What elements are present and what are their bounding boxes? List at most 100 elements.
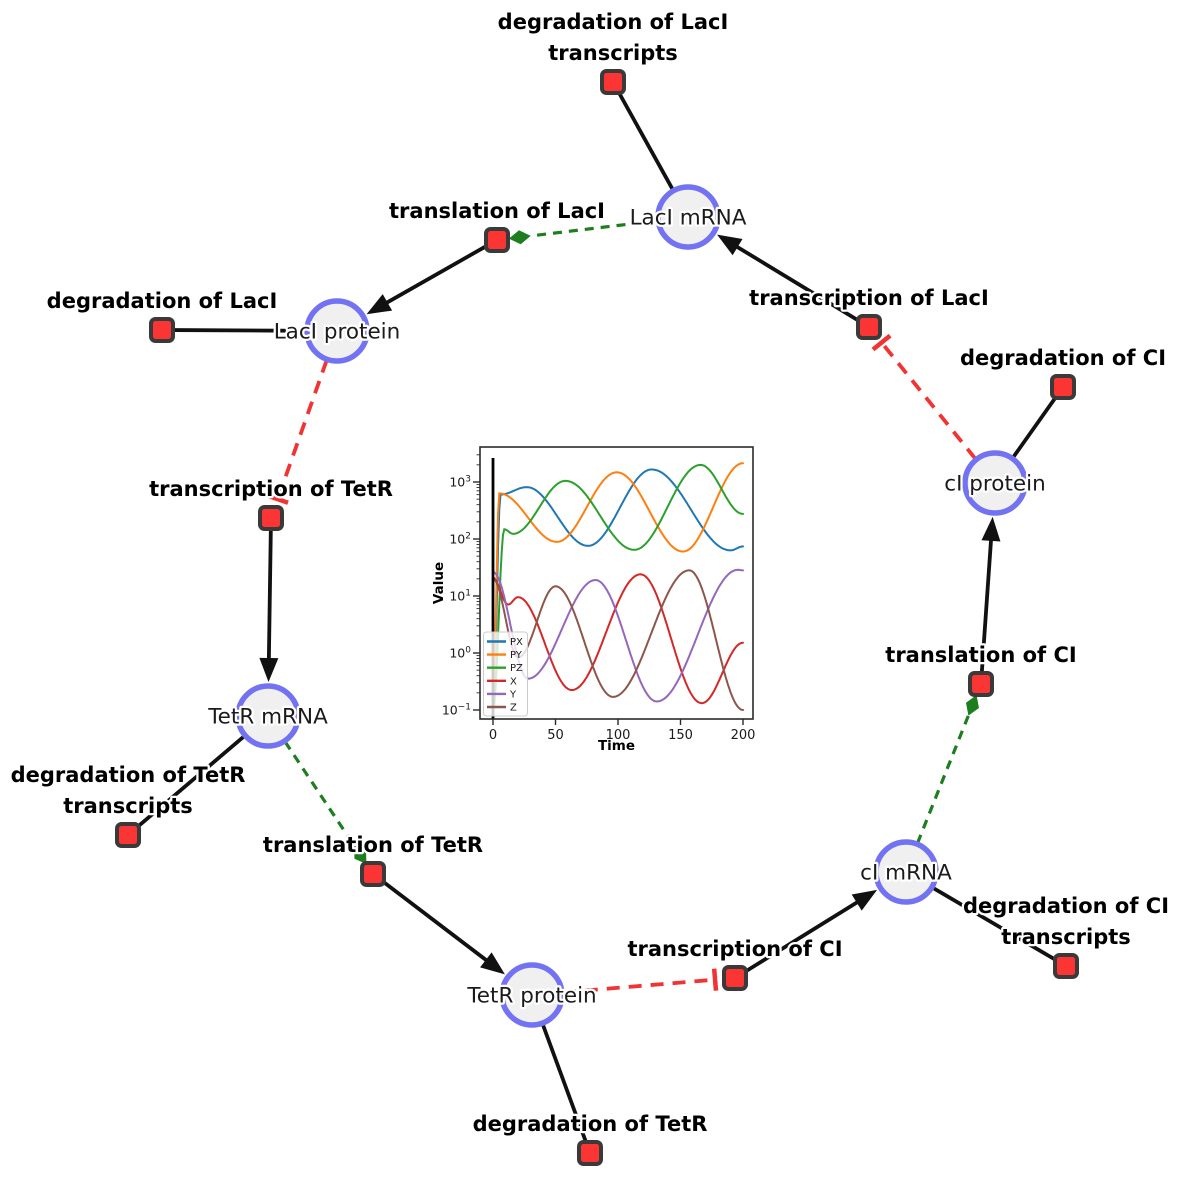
reaction-label-deg_tetr_tx: degradation of TetR transcripts xyxy=(8,761,247,821)
edge-production-txn_tetr-tetr_mrna xyxy=(259,529,279,683)
diamond-arrowhead-icon xyxy=(508,230,531,245)
reaction-label-txn_tetr: transcription of TetR xyxy=(147,475,395,504)
axes-spines xyxy=(479,446,754,720)
legend-label: PX xyxy=(510,637,523,648)
edge-consumption-ci_protein-deg_ci xyxy=(1011,395,1058,459)
edge-modifier-laci_mrna-transl_laci xyxy=(508,219,658,245)
edge-production-txn_ci-ci_mrna xyxy=(744,889,878,974)
edge-consumption-tetr_mrna-deg_tetr_tx xyxy=(135,734,246,829)
chart-legend: PX PY PZ XYZ xyxy=(483,631,528,717)
production-line xyxy=(734,243,860,323)
diamond-arrowhead-icon xyxy=(965,695,979,716)
reaction-node-transl_tetr xyxy=(360,861,386,887)
reaction-label-line: degradation of LacI xyxy=(47,289,278,313)
edge-production-transl_laci-laci_protein xyxy=(366,244,488,315)
arrowhead-icon xyxy=(366,294,393,315)
tee-bar-icon xyxy=(711,968,719,991)
legend-label: PY xyxy=(510,650,523,661)
species-node-ci_protein xyxy=(962,450,1028,516)
arrowhead-icon xyxy=(717,234,743,256)
reaction-node-transl_laci xyxy=(484,227,510,253)
reaction-label-line: transcripts xyxy=(1001,925,1131,949)
consumption-line xyxy=(1011,395,1058,459)
arrowhead-icon xyxy=(259,657,279,683)
reaction-node-deg_ci_tx xyxy=(1053,953,1079,979)
species-label-laci_mrna: LacI mRNA xyxy=(630,206,747,231)
x-tick-label: 150 xyxy=(668,728,693,743)
edges xyxy=(135,91,1058,1143)
legend-label: Z xyxy=(510,703,517,714)
reaction-label-line: degradation of CI xyxy=(960,346,1166,370)
species-label-ci_protein: cI protein xyxy=(944,472,1045,497)
species-node-ci_mrna xyxy=(873,839,939,905)
edge-consumption-laci_protein-deg_laci xyxy=(173,328,307,333)
edge-inhibition-tetr_protein-txn_ci xyxy=(562,968,719,995)
reaction-label-transl_tetr: translation of TetR xyxy=(261,831,486,860)
edge-consumption-laci_mrna-deg_laci_tx xyxy=(617,91,675,191)
series-line-PY xyxy=(492,462,744,711)
reaction-label-line: degradation of TetR xyxy=(11,763,246,787)
consumption-line xyxy=(617,91,675,191)
series-line-PZ xyxy=(492,463,744,711)
reaction-label-txn_ci: transcription of CI xyxy=(625,935,845,964)
production-line xyxy=(979,537,994,673)
edge-inhibition-laci_protein-txn_tetr xyxy=(266,359,329,505)
x-axis-title: Time xyxy=(598,738,635,754)
inhibition-dashed-line xyxy=(880,341,977,461)
modifier-dashed-line xyxy=(530,219,658,238)
reaction-label-line: transcription of CI xyxy=(627,937,842,961)
production-line xyxy=(381,879,490,964)
reaction-label-line: transcription of TetR xyxy=(149,477,393,501)
x-tick-label: 0 xyxy=(489,728,497,743)
y-tick-label: 103 xyxy=(449,475,471,490)
tee-bar-icon xyxy=(266,493,289,505)
edge-inhibition-ci_protein-txn_laci xyxy=(871,333,977,461)
series-line-X xyxy=(492,573,744,705)
reaction-label-line: transcription of LacI xyxy=(749,286,989,310)
reaction-label-deg_laci_tx: degradation of LacI transcripts xyxy=(495,8,730,68)
reaction-label-line: degradation of LacI xyxy=(498,10,729,34)
y-tick-label: 102 xyxy=(449,532,471,547)
consumption-line xyxy=(135,734,246,829)
reaction-label-line: degradation of CI xyxy=(963,894,1169,918)
species-node-tetr_mrna xyxy=(235,683,301,749)
node-labels: degradation of LacI transcripts translatio… xyxy=(8,8,1171,1139)
reaction-label-line: transcripts xyxy=(63,794,193,818)
consumption-line xyxy=(540,1023,588,1143)
inhibition-dashed-line xyxy=(275,359,329,500)
modifier-dashed-line xyxy=(283,740,356,847)
reaction-label-line: translation of TetR xyxy=(263,833,483,857)
edge-production-transl_ci-ci_protein xyxy=(979,516,1001,673)
reaction-label-line: transcripts xyxy=(548,41,678,65)
production-line xyxy=(383,244,488,306)
x-tick-label: 100 xyxy=(606,728,631,743)
legend-label: Y xyxy=(509,689,517,700)
reaction-node-txn_tetr xyxy=(258,505,284,531)
tee-bar-icon xyxy=(871,333,892,352)
consumption-line xyxy=(931,886,1057,962)
species-node-laci_mrna xyxy=(655,184,721,250)
consumption-line xyxy=(173,328,307,333)
legend-label: PZ xyxy=(510,663,523,674)
arrowhead-icon xyxy=(851,889,878,911)
inhibition-dashed-line xyxy=(562,977,716,995)
reaction-label-line: degradation of TetR xyxy=(473,1112,708,1136)
series-line-Z xyxy=(492,569,744,711)
reaction-node-transl_ci xyxy=(968,671,994,697)
edge-consumption-tetr_protein-deg_tetr xyxy=(540,1023,588,1143)
y-tick-label: 10−1 xyxy=(442,703,471,718)
series-lines xyxy=(491,458,744,719)
arrowhead-icon xyxy=(480,952,505,975)
edge-production-transl_tetr-tetr_protein xyxy=(381,879,505,975)
reaction-label-deg_tetr: degradation of TetR xyxy=(470,1110,709,1139)
reaction-node-deg_ci xyxy=(1050,374,1076,400)
edge-consumption-ci_mrna-deg_ci_tx xyxy=(931,886,1057,962)
nodes xyxy=(115,69,1079,1166)
series-line-Y xyxy=(492,568,744,703)
reaction-label-transl_laci: translation of LacI xyxy=(387,197,608,226)
production-line xyxy=(744,899,861,974)
x-tick-label: 200 xyxy=(731,728,756,743)
production-line xyxy=(266,529,273,662)
y-tick-label: 100 xyxy=(449,646,471,661)
